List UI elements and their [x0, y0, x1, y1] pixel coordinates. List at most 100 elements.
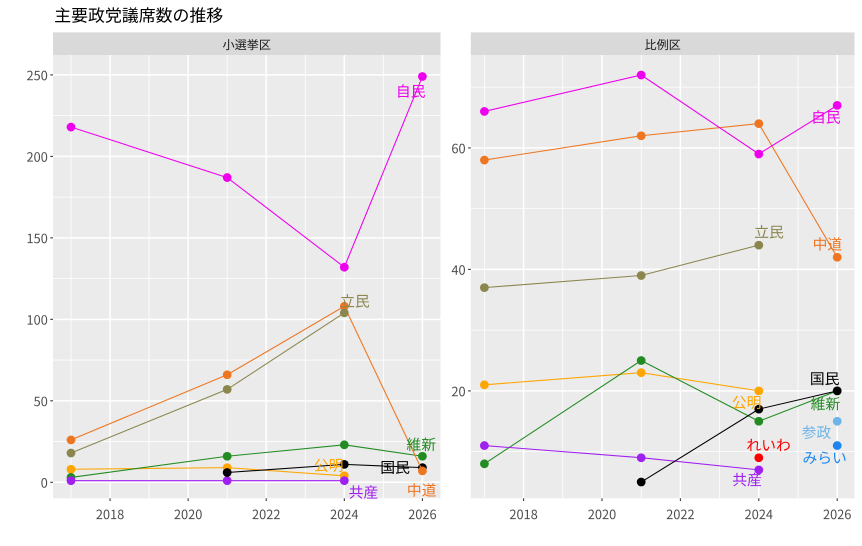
y-tick-label [452, 143, 465, 154]
series-pr-国民 [636, 386, 842, 487]
x-tick-label [588, 509, 616, 520]
series-label-smd-公明 [314, 458, 343, 472]
series-pr-みらい [832, 441, 842, 450]
series-smd-自民 [66, 72, 427, 272]
data-point [754, 465, 764, 475]
x-tick-label [96, 509, 124, 520]
data-point [754, 119, 764, 128]
data-point [339, 476, 349, 486]
data-point [832, 252, 842, 262]
data-point [480, 380, 489, 390]
series-line [70, 305, 423, 472]
axis-ticks-pr [468, 147, 838, 501]
data-point [636, 356, 646, 365]
data-point [222, 476, 232, 486]
data-point [754, 386, 764, 396]
panel-smd [53, 55, 441, 499]
series-label-smd-共産 [349, 485, 378, 499]
y-tick-label [41, 478, 48, 488]
data-point [222, 173, 232, 182]
y-tick-label [27, 233, 48, 244]
data-point [339, 308, 349, 318]
facet-pr [451, 32, 855, 520]
data-point [480, 283, 489, 293]
series-label-pr-公明 [732, 395, 761, 410]
data-point [66, 476, 76, 486]
series-line [484, 123, 838, 258]
facet-strip-smd [53, 32, 441, 55]
data-point [66, 448, 76, 458]
data-point [754, 404, 764, 414]
y-tick-label [27, 315, 48, 325]
y-tick-label [27, 70, 48, 81]
series-label-pr-国民 [811, 372, 839, 386]
series-label-pr-れいわ [747, 438, 790, 452]
data-point [480, 441, 489, 450]
x-tick-label [174, 509, 202, 520]
strip-label-pr [644, 39, 681, 51]
series-line [484, 74, 838, 155]
series-label-smd-維新 [406, 437, 436, 452]
data-point [222, 385, 232, 394]
chart-title [55, 7, 223, 23]
x-tick-label [408, 509, 437, 520]
facet-smd [27, 32, 441, 520]
data-point [832, 441, 842, 450]
data-point [418, 451, 427, 461]
data-point [480, 459, 489, 469]
series-label-pr-維新 [811, 396, 840, 411]
data-point [754, 416, 764, 426]
x-tick-label [330, 509, 359, 520]
series-label-pr-中道 [814, 237, 842, 251]
data-point [222, 370, 232, 380]
data-point [222, 468, 232, 477]
series-label-pr-立民 [754, 224, 784, 239]
series-smd-維新 [66, 440, 427, 482]
data-point [636, 453, 646, 463]
data-point [754, 453, 764, 463]
series-pr-立民 [480, 240, 764, 293]
series-pr-れいわ [754, 453, 764, 463]
series-line [70, 76, 423, 269]
data-point [754, 240, 764, 250]
series-line [484, 359, 838, 465]
data-point [418, 466, 427, 476]
series-smd-中道 [66, 301, 427, 476]
series-pr-公明 [480, 368, 764, 396]
data-point [636, 70, 646, 80]
data-point [339, 440, 349, 450]
series-label-smd-自民 [398, 84, 425, 98]
series-pr-共産 [480, 441, 764, 475]
data-point [832, 416, 842, 426]
series-label-smd-中道 [408, 483, 436, 497]
series-pr-参政 [832, 416, 842, 426]
data-point [66, 122, 76, 132]
x-tick-label [252, 509, 280, 520]
facet-strip-pr [470, 32, 855, 55]
series-smd-共産 [66, 476, 349, 486]
data-point [339, 262, 349, 272]
x-tick-label [666, 509, 694, 520]
series-line [70, 444, 423, 478]
series-smd-立民 [66, 308, 349, 458]
data-point [636, 271, 646, 280]
series-label-pr-みらい [803, 451, 846, 464]
panel-pr [470, 55, 855, 499]
strip-label-smd [222, 39, 271, 51]
data-point [222, 451, 232, 461]
grid-minor-pr [470, 55, 855, 499]
data-point [339, 459, 349, 469]
axis-ticks-smd [50, 74, 423, 501]
y-tick-label [451, 386, 465, 397]
grid-minor-smd [53, 55, 441, 499]
data-point [636, 368, 646, 378]
y-tick-label [451, 265, 465, 275]
y-tick-label [33, 396, 48, 407]
data-point [66, 435, 76, 445]
data-point [480, 155, 489, 165]
series-pr-自民 [480, 70, 842, 159]
data-point [636, 477, 646, 487]
data-point [832, 100, 842, 110]
